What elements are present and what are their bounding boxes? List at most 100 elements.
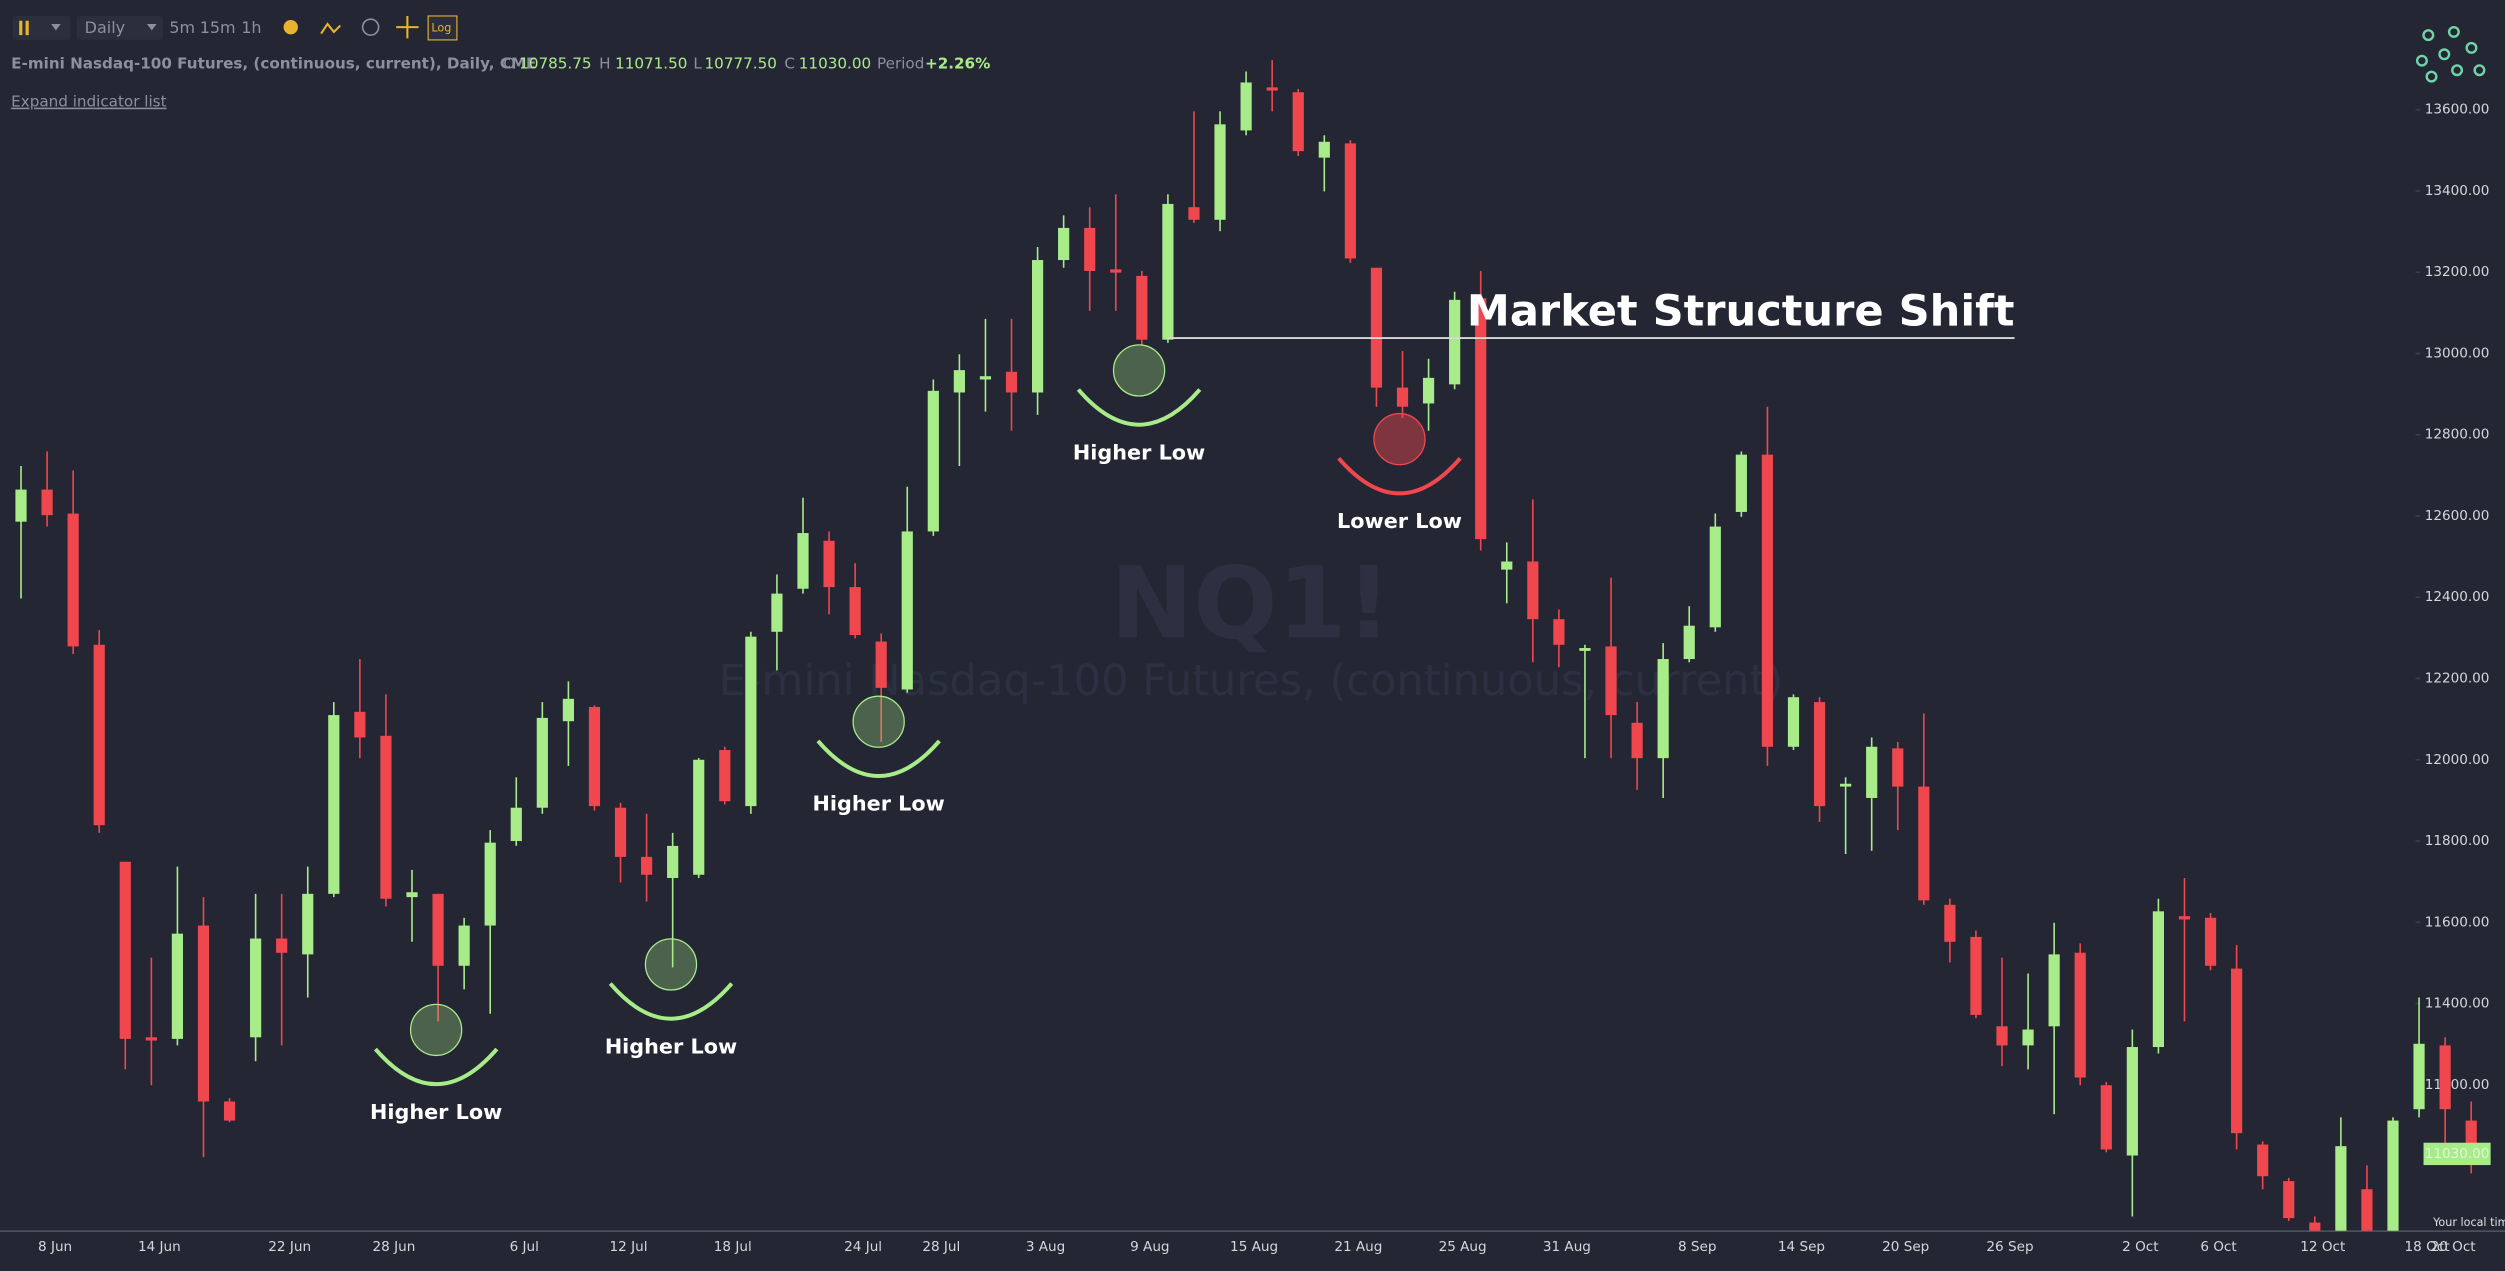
candle-body [484,842,496,926]
candle-body [1970,936,1982,1015]
candle-body [849,587,861,636]
dropdown-icon [51,23,61,31]
x-tick-label: 20 Oct [2431,1239,2476,1255]
candle-body [1214,124,1226,220]
candle-body [1709,526,1721,628]
x-tick-label: 3 Aug [1026,1239,1065,1255]
y-tick-label: 11400.00 [2425,996,2490,1012]
candle-body [667,845,679,879]
candle-body [1918,786,1930,901]
interval-select[interactable] [76,15,163,40]
period-key: Period [877,54,924,72]
candle-body [2257,1144,2269,1177]
candle-body [1631,722,1643,759]
interval-label[interactable]: Daily [85,18,125,37]
swing-arc [1337,456,1462,496]
x-tick-label: 9 Aug [1130,1239,1169,1255]
x-tick-label: 12 Jul [610,1239,648,1255]
x-tick-label: 14 Sep [1778,1239,1825,1255]
swing-marker [852,695,905,748]
y-tick-label: 13600.00 [2425,102,2490,118]
candle-body [432,893,444,966]
candle-body [588,706,601,807]
y-tick-label: 12400.00 [2425,589,2490,605]
candle-body [875,641,887,688]
x-tick-label: 22 Jun [268,1239,311,1255]
candle-body [927,390,939,532]
candle-body [2022,1029,2034,1046]
replay-button[interactable] [361,18,380,36]
ohlc-value: 11071.50 [615,54,687,72]
x-tick-label: 31 Aug [1543,1239,1591,1255]
candle-icon [19,20,29,36]
indicators-button[interactable] [320,22,342,35]
interval-button[interactable]: 1h [241,18,261,37]
candle-body [1136,275,1148,340]
legend: E-mini Nasdaq-100 Futures, (continuous, … [11,54,990,110]
candle-body [1527,561,1539,620]
interval-button[interactable]: 15m [200,18,236,37]
last-price-tag [2423,1142,2491,1166]
candle-body [1188,207,1200,220]
candle-body [2283,1181,2295,1219]
x-tick-label: 14 Jun [138,1239,181,1255]
crosshair-button[interactable] [396,15,419,39]
candle-body [1475,298,1487,540]
x-tick-label: 15 Aug [1230,1239,1278,1255]
settings-button[interactable] [283,19,298,35]
candle-body [901,531,913,690]
candle-body [1449,299,1461,385]
candle-body [1031,260,1044,393]
candle-body [1840,783,1852,787]
candle-body [328,715,340,894]
candle-body [2465,1120,2477,1150]
x-tick-label: 26 Sep [1986,1239,2033,1255]
candle-body [1162,203,1174,340]
candle-body [119,861,131,1039]
expand-indicators[interactable]: Expand indicator list [11,93,166,111]
candle-body [745,636,757,807]
y-tick-label: 13000.00 [2425,345,2490,361]
swing-marker [1373,412,1426,466]
candle-body [41,489,53,516]
ohlc-value: 11030.00 [799,54,871,72]
candle-body [1813,702,1826,807]
candles [15,60,2477,1231]
candle-body [2126,1047,2138,1156]
x-tick-label: 18 Oct [2405,1239,2450,1255]
candle-body [276,938,288,953]
candle-body [1266,87,1278,91]
candle-body [1683,625,1695,660]
last-price-label: 11030.00 [2425,1146,2490,1162]
candle-body [1396,387,1409,407]
swing-label: Higher Low [1073,440,1205,464]
ohlc-value: 10777.50 [705,54,777,72]
swing-label: Higher Low [605,1034,737,1058]
log-label[interactable]: Log [431,22,451,35]
dropdown-icon [146,23,157,31]
candle-body [1761,454,1774,747]
swing-arc [608,982,734,1021]
candle-body [2178,916,2191,920]
candle-body [2048,954,2060,1027]
candle-body [641,856,653,875]
ohlc-key: L [693,54,702,72]
time-zone[interactable]: Your local time zone [2432,1216,2505,1229]
symbol-name: E-mini Nasdaq-100 Futures, (continuous, … [11,54,536,72]
candle-body [223,1101,236,1121]
y-tick-label: 12800.00 [2425,427,2490,443]
y-tick-label: 11600.00 [2425,914,2490,930]
candle-body [1318,141,1330,158]
candle-body [1996,1026,2008,1046]
candle-body [2335,1146,2347,1231]
swing-arc [816,739,941,778]
ohlc-key: H [599,54,610,72]
candle-body [1553,619,1565,645]
interval-button[interactable]: 5m [169,18,195,37]
x-tick-label: 6 Jul [510,1239,539,1255]
y-tick-label: 11800.00 [2425,833,2490,849]
candle-body [197,925,210,1102]
log-button[interactable] [427,15,458,41]
candle-body [1084,227,1096,272]
candle-body [458,925,470,966]
